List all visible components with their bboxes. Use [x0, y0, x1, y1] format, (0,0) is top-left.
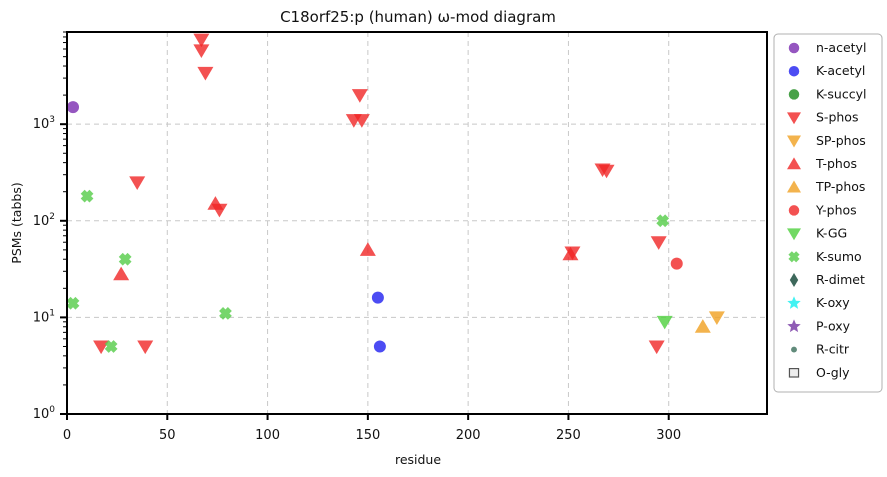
legend-marker	[788, 89, 800, 100]
data-point-t-phos	[562, 246, 579, 261]
legend-marker	[788, 42, 800, 54]
legend-label: TP-phos	[815, 179, 865, 194]
chart-title: C18orf25:p (human) ω-mod diagram	[280, 8, 556, 26]
legend: n-acetyl K-acetyl K-succyl S-phos SP-phos T-p…	[773, 33, 883, 393]
legend-marker	[787, 135, 801, 148]
legend-marker	[787, 319, 801, 333]
legend-label: T-phos	[815, 156, 857, 171]
legend-label: P-oxy	[816, 318, 851, 333]
legend-label: K-GG	[816, 226, 847, 241]
data-point-s-phos	[594, 163, 611, 178]
legend-marker	[787, 180, 801, 193]
y-axis-ticks: 100 101 102 103	[33, 31, 67, 422]
legend-label: R-citr	[816, 342, 850, 357]
data-point-s-phos	[353, 114, 370, 128]
legend-marker	[788, 65, 800, 77]
legend-marker	[788, 205, 800, 216]
legend-marker	[787, 296, 801, 309]
data-point-s-phos	[193, 33, 210, 48]
data-point-k-sumo	[656, 214, 670, 228]
legend-marker	[787, 157, 801, 170]
x-tick-label: 0	[63, 428, 71, 443]
data-point-k-sumo	[219, 307, 232, 320]
x-tick-label: 150	[355, 428, 380, 443]
legend-marker	[788, 251, 800, 263]
y-tick-label: 100	[33, 405, 56, 422]
x-axis-label: residue	[395, 452, 441, 467]
data-point-s-phos	[129, 176, 146, 190]
data-point-k-sumo	[80, 189, 94, 203]
data-point-k-acetyl	[373, 340, 386, 353]
legend-label: Y-phos	[815, 202, 857, 217]
legend-label: S-phos	[816, 110, 858, 125]
data-point-s-phos	[197, 66, 214, 81]
plot-frame	[66, 31, 768, 415]
data-point-k-sumo	[66, 296, 80, 310]
legend-label: K-sumo	[816, 249, 862, 264]
legend-label: K-oxy	[816, 295, 850, 310]
legend-label: K-succyl	[816, 86, 866, 101]
data-point-n-acetyl	[67, 101, 80, 114]
legend-marker	[788, 368, 800, 378]
data-point-k-sumo	[104, 340, 118, 353]
legend-label: n-acetyl	[816, 40, 866, 55]
data-point-k-sumo	[118, 252, 132, 266]
data-point-tp-phos	[694, 319, 711, 333]
data-point-s-phos	[193, 44, 210, 59]
data-point-sp-phos	[708, 311, 725, 325]
y-tick-label: 101	[33, 308, 55, 325]
legend-marker	[787, 228, 801, 241]
data-point-s-phos	[650, 236, 667, 250]
legend-label: R-dimet	[816, 272, 865, 287]
data-point-s-phos	[648, 340, 665, 355]
x-tick-label: 50	[159, 428, 176, 443]
legend-label: O-gly	[816, 365, 850, 380]
legend-marker	[791, 346, 797, 353]
data-point-s-phos	[351, 89, 368, 103]
legend-box	[773, 33, 883, 393]
data-point-s-phos	[137, 340, 154, 355]
legend-marker	[789, 273, 799, 287]
y-tick-label: 102	[33, 212, 55, 229]
x-axis-ticks: 0 50 100 150 200 250 300	[63, 414, 681, 443]
legend-label: K-acetyl	[816, 63, 865, 78]
data-points	[66, 33, 725, 355]
x-tick-label: 250	[556, 428, 581, 443]
x-tick-label: 300	[656, 428, 681, 443]
data-point-k-acetyl	[371, 291, 384, 304]
data-point-y-phos	[670, 257, 683, 270]
legend-label: SP-phos	[816, 133, 866, 148]
data-point-t-phos	[207, 196, 224, 210]
x-tick-label: 100	[255, 428, 280, 443]
data-point-t-phos	[359, 242, 376, 256]
data-point-k-gg	[656, 315, 673, 330]
x-tick-label: 200	[456, 428, 481, 443]
y-tick-label: 103	[33, 115, 55, 132]
data-point-t-phos	[113, 266, 130, 281]
y-axis-label: PSMs (tabbs)	[9, 182, 24, 263]
legend-marker	[787, 112, 801, 125]
